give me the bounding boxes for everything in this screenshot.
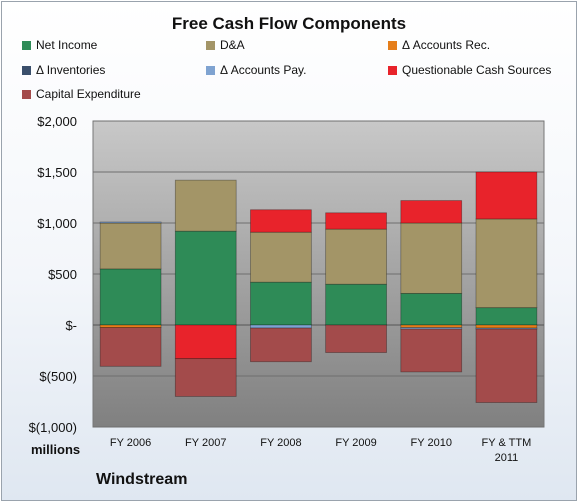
y-tick-label: $2,000 bbox=[37, 114, 77, 129]
x-tick-label: FY & TTM bbox=[482, 437, 532, 449]
bar-segment bbox=[325, 228, 387, 285]
bars bbox=[99, 171, 538, 403]
x-tick-label: FY 2007 bbox=[185, 437, 226, 449]
legend-swatch-da bbox=[206, 41, 215, 50]
y-tick-label: $(1,000) bbox=[29, 420, 77, 435]
bar-segment bbox=[174, 324, 237, 360]
legend-label-net-income: Net Income bbox=[36, 38, 98, 52]
bar-segment bbox=[325, 324, 387, 353]
x-tick-label: FY 2009 bbox=[335, 437, 376, 449]
bar-segment bbox=[250, 231, 312, 283]
legend-swatch-inventories bbox=[22, 66, 31, 75]
bar-segment bbox=[174, 358, 237, 397]
bar-segment bbox=[174, 230, 237, 326]
legend-label-accounts-rec: Δ Accounts Rec. bbox=[402, 38, 491, 52]
y-tick-label: $1,000 bbox=[37, 216, 77, 231]
legend-swatch-net-income bbox=[22, 41, 31, 50]
legend-label-accounts-pay: Δ Accounts Pay. bbox=[220, 63, 307, 77]
legend-swatch-capex bbox=[22, 90, 31, 99]
legend-da: D&A bbox=[206, 38, 245, 52]
chart-title: Free Cash Flow Components bbox=[171, 14, 407, 33]
bar-segment bbox=[475, 324, 538, 329]
legend-label-inventories: Δ Inventories bbox=[36, 63, 106, 77]
legend-label-capex: Capital Expenditure bbox=[36, 87, 141, 101]
y-axis-units: millions bbox=[31, 442, 81, 457]
bar-segment bbox=[400, 222, 463, 294]
bar-segment bbox=[475, 171, 538, 220]
legend-label-questionable-cash: Questionable Cash Sources bbox=[402, 63, 552, 77]
legend-questionable-cash: Questionable Cash Sources bbox=[388, 63, 552, 77]
legend-inventories: Δ Inventories bbox=[22, 63, 106, 77]
bar-segment bbox=[400, 200, 463, 224]
legend-swatch-questionable-cash bbox=[388, 66, 397, 75]
bar-segment bbox=[475, 218, 538, 309]
legend-swatch-accounts-rec bbox=[388, 41, 397, 50]
legend-capex: Capital Expenditure bbox=[22, 87, 141, 101]
bar-segment bbox=[250, 281, 312, 326]
bar-segment bbox=[400, 328, 463, 373]
y-tick-label: $1,500 bbox=[37, 165, 77, 180]
bar-segment bbox=[400, 292, 463, 326]
gridlines bbox=[93, 120, 544, 428]
bar-segment bbox=[250, 324, 312, 329]
bar-segment bbox=[475, 328, 538, 403]
bar-segment bbox=[99, 222, 162, 270]
legend-net-income: Net Income bbox=[22, 38, 98, 52]
x-tick-label: FY 2010 bbox=[411, 437, 452, 449]
x-tick-label: FY 2006 bbox=[110, 437, 151, 449]
company-name: Windstream bbox=[96, 471, 188, 488]
legend-accounts-pay: Δ Accounts Pay. bbox=[206, 63, 307, 77]
tick-labels: $2,000 $1,500 $1,000 $500 $- $(500) $(1,000) FY… bbox=[29, 114, 532, 464]
bar-segment bbox=[475, 307, 538, 326]
x-tick-label: 2011 bbox=[495, 452, 519, 464]
bar-segment bbox=[99, 221, 162, 224]
bar-segment bbox=[99, 327, 162, 367]
y-tick-label: $(500) bbox=[39, 369, 77, 384]
x-tick-label: FY 2008 bbox=[260, 437, 301, 449]
bar-segment bbox=[250, 209, 312, 233]
bar-segment bbox=[325, 212, 387, 230]
legend-label-da: D&A bbox=[220, 38, 245, 52]
bar-segment bbox=[99, 268, 162, 326]
bar-segment bbox=[325, 283, 387, 326]
bar-segment bbox=[174, 179, 237, 232]
y-tick-label: $500 bbox=[48, 267, 77, 282]
legend-accounts-rec: Δ Accounts Rec. bbox=[388, 38, 491, 52]
y-tick-label: $- bbox=[65, 318, 77, 333]
bar-segment bbox=[250, 327, 312, 363]
legend-swatch-accounts-pay bbox=[206, 66, 215, 75]
